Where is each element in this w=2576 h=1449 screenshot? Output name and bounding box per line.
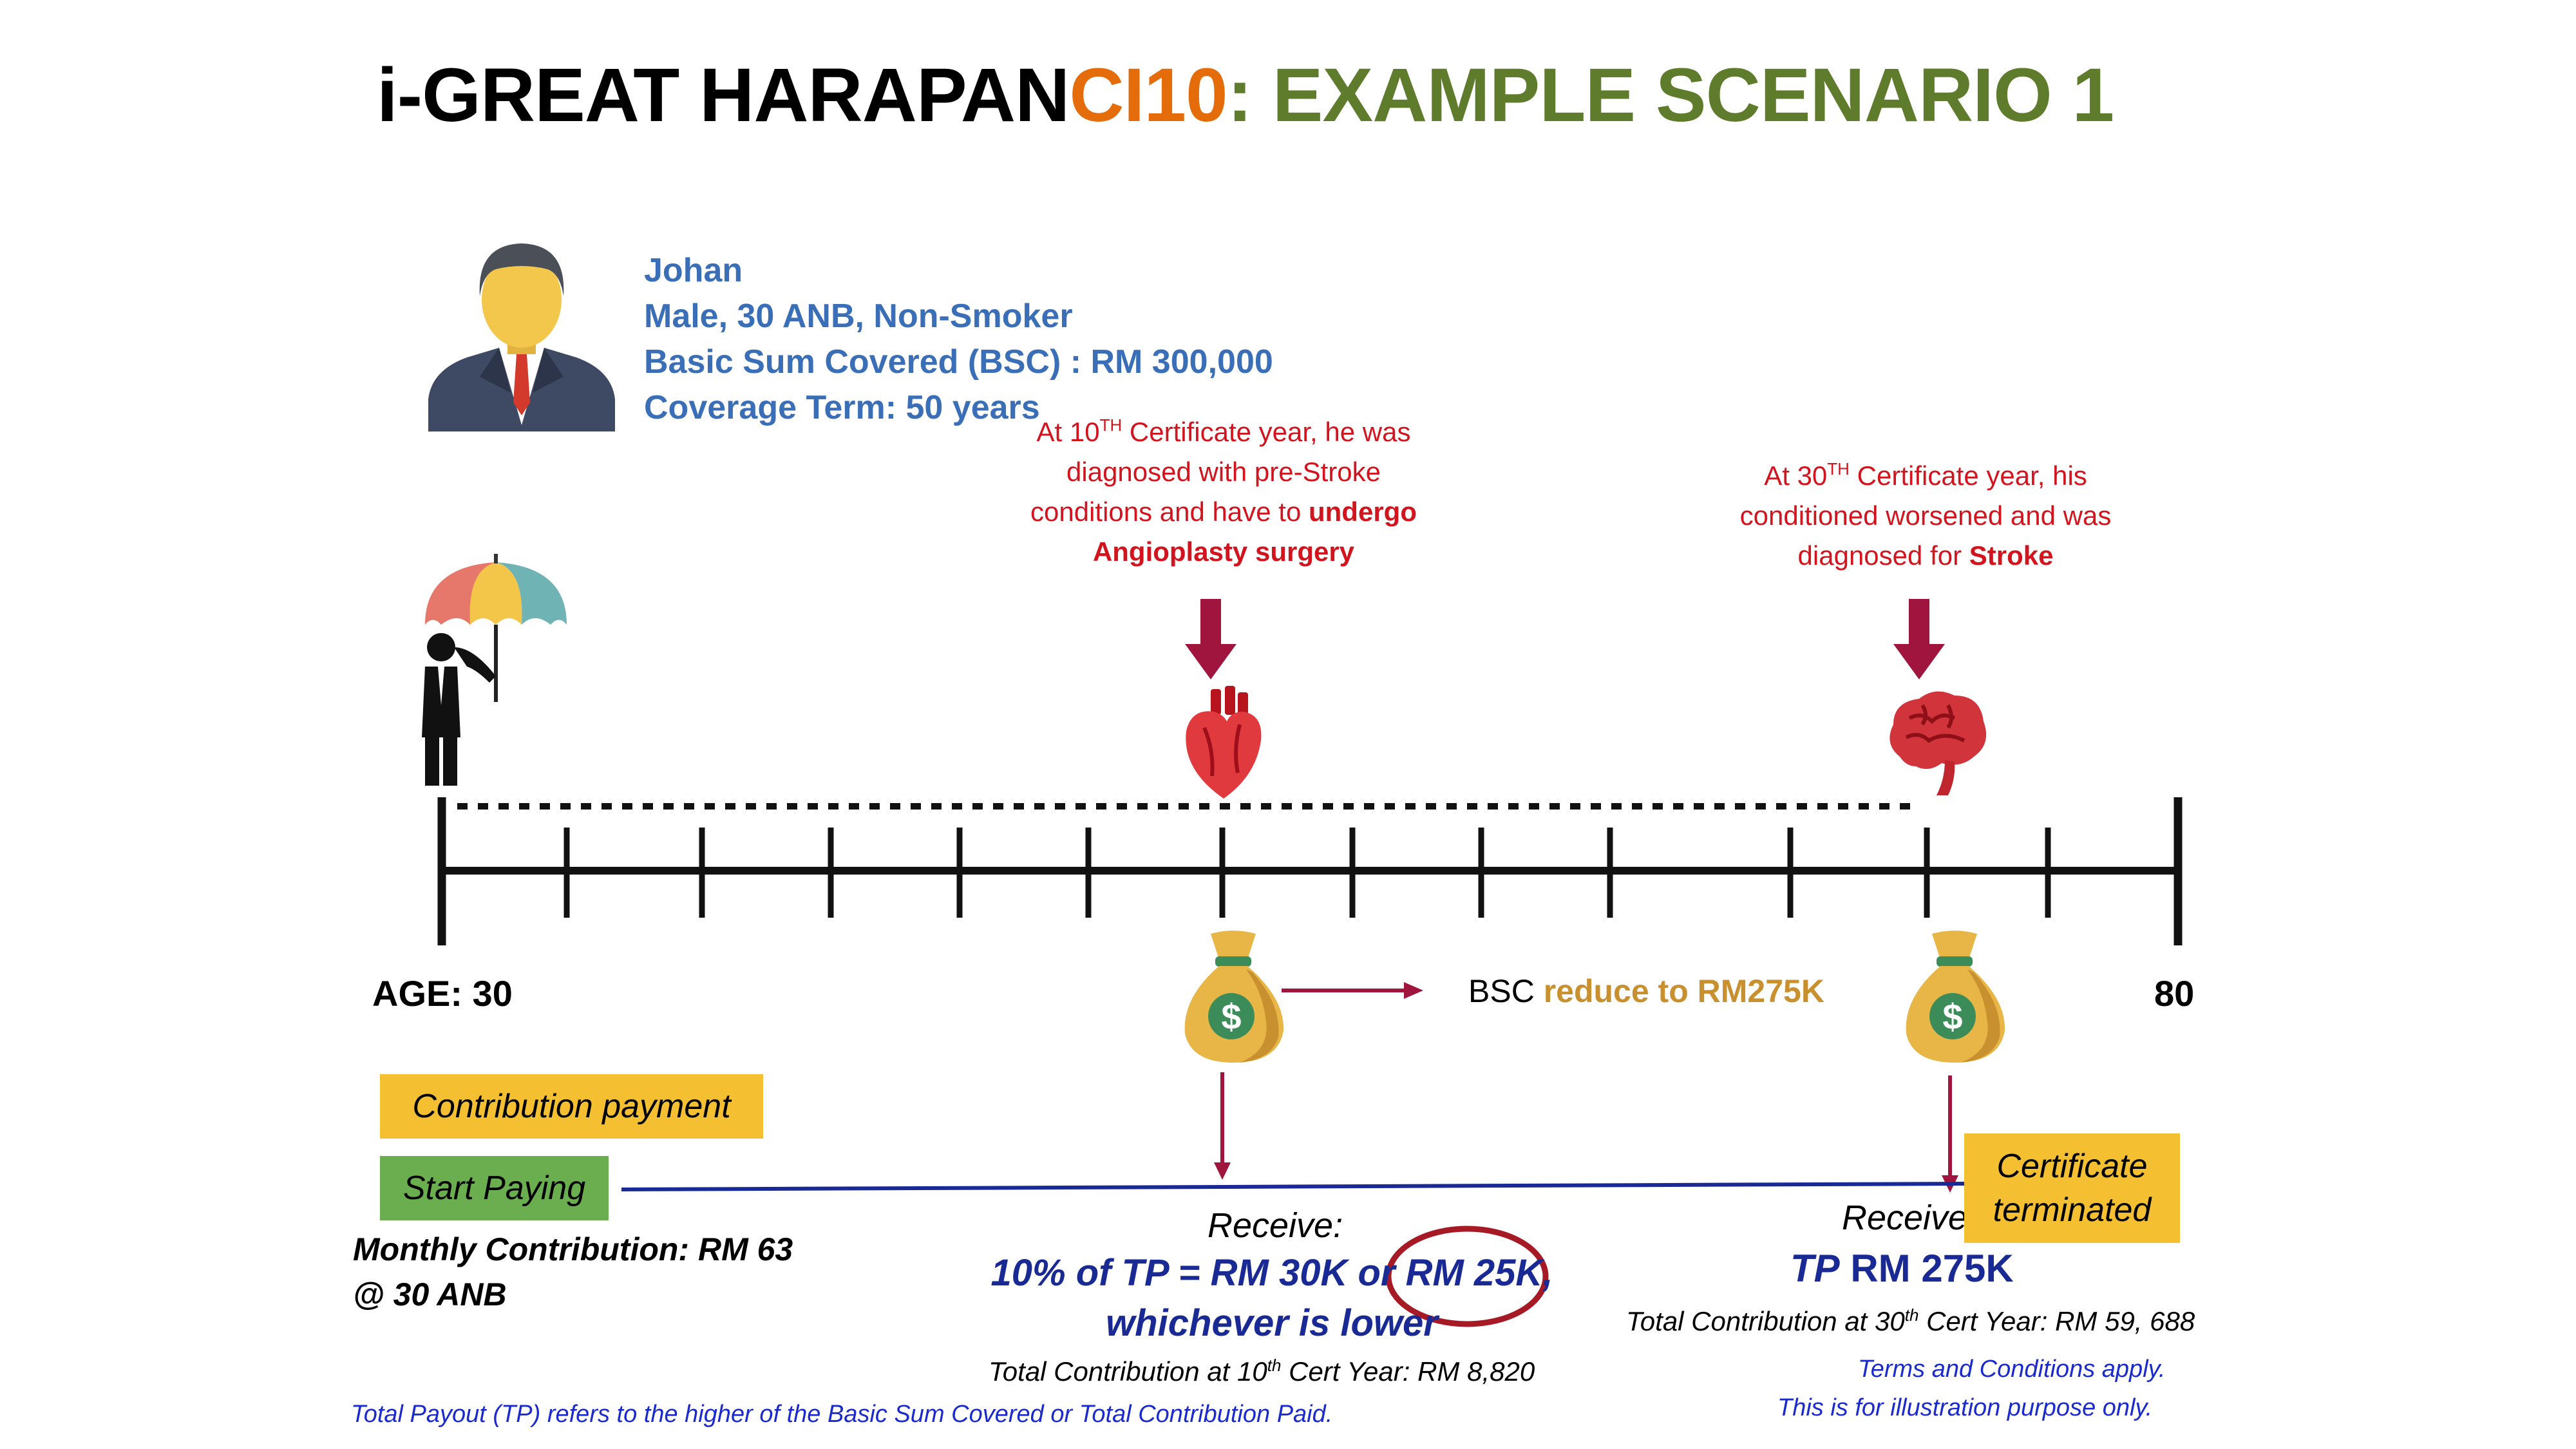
- total-contribution-10th: Total Contribution at 10th Cert Year: RM…: [989, 1356, 1535, 1387]
- title-part-2: CI10: [1069, 53, 1227, 138]
- payout-1-amount: 10% of TP = RM 30K or RM 25K, whichever …: [990, 1252, 1553, 1344]
- customer-profile: Johan Male, 30 ANB, Non-Smoker Basic Sum…: [644, 248, 1273, 431]
- page-title: i-GREAT HARAPANCI10: EXAMPLE SCENARIO 1: [377, 52, 2114, 139]
- timeline-end-label: 80: [2154, 973, 2195, 1014]
- event-1-description: At 10TH Certificate year, he was diagnos…: [1030, 415, 1417, 567]
- highlight-circle: [1385, 1226, 1549, 1327]
- footnote-tp-definition: Total Payout (TP) refers to the higher o…: [351, 1401, 1333, 1428]
- footnote-terms: Terms and Conditions apply.: [1858, 1356, 2166, 1383]
- total-contribution-30th: Total Contribution at 30th Cert Year: RM…: [1626, 1305, 2195, 1336]
- payout-2-amount: TP RM 275K: [1790, 1247, 2014, 1290]
- certificate-terminated-tag: Certificate terminated: [1964, 1133, 2180, 1243]
- money-bag-icon: $: [1906, 931, 2005, 1063]
- bsc-reduce-note: BSC reduce to RM275K: [1468, 973, 1824, 1009]
- start-paying-tag: Start Paying: [380, 1156, 609, 1220]
- title-part-1: i-GREAT HARAPAN: [377, 53, 1070, 138]
- heart-icon: [1186, 686, 1262, 799]
- customer-name: Johan: [644, 252, 743, 289]
- umbrella-man-icon: [422, 554, 567, 786]
- coverage-term: Coverage Term: 50 years: [644, 389, 1040, 426]
- basic-sum-covered: Basic Sum Covered (BSC) : RM 300,000: [644, 343, 1273, 381]
- title-part-3: : EXAMPLE SCENARIO 1: [1227, 53, 2115, 138]
- contribution-payment-line: [621, 1182, 1968, 1191]
- event-2-description: At 30TH Certificate year, his conditione…: [1739, 459, 2112, 571]
- svg-text:$: $: [1221, 996, 1241, 1037]
- timeline-start-label: AGE: 30: [372, 973, 513, 1014]
- event-1-arrow-icon: [1185, 599, 1236, 679]
- contribution-payment-tag: Contribution payment: [380, 1074, 763, 1139]
- customer-details: Male, 30 ANB, Non-Smoker: [644, 298, 1073, 335]
- monthly-contribution: Monthly Contribution: RM 63 @ 30 ANB: [353, 1231, 793, 1312]
- businessman-avatar-icon: [428, 243, 615, 431]
- event-2-arrow-icon: [1893, 599, 1945, 679]
- receive-label-2: Receive: [1842, 1198, 1968, 1237]
- receive-label-1: Receive:: [1208, 1206, 1343, 1245]
- money-bag-icon: $: [1184, 931, 1284, 1063]
- brain-icon: [1889, 691, 1987, 795]
- svg-text:$: $: [1942, 996, 1962, 1037]
- footnote-illustration: This is for illustration purpose only.: [1777, 1394, 2153, 1421]
